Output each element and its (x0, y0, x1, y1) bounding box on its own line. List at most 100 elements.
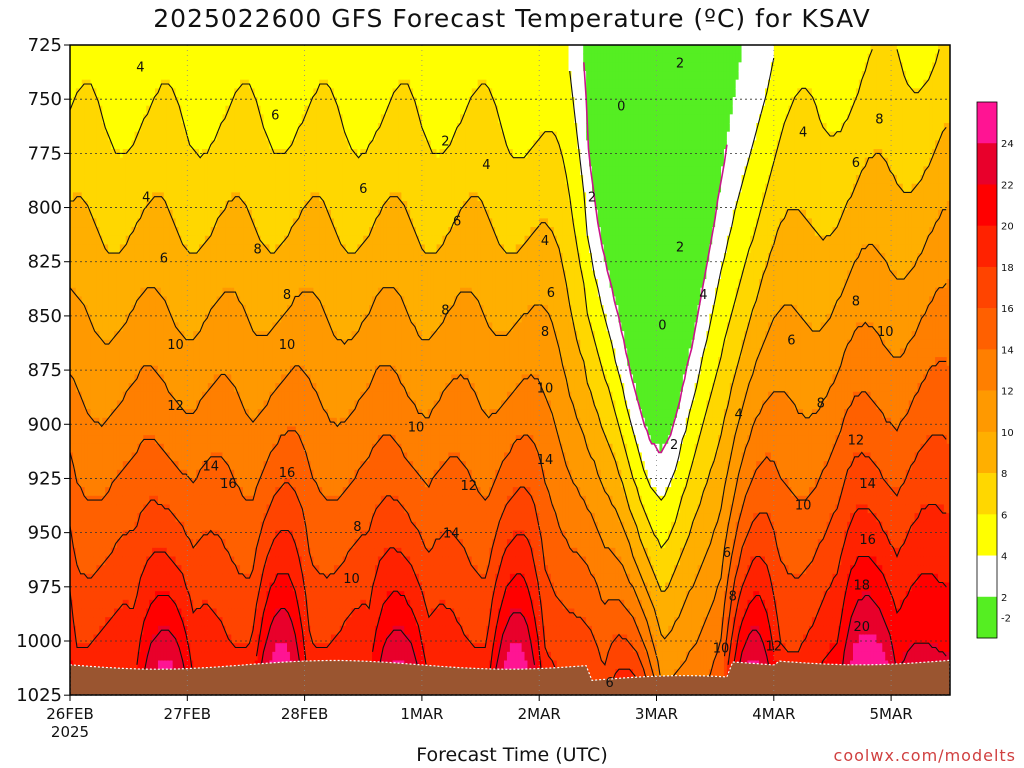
field-cell (93, 643, 97, 653)
field-cell (93, 157, 97, 167)
field-cell (99, 426, 103, 436)
field-cell (116, 253, 121, 263)
field-cell (137, 313, 141, 324)
field-cell (99, 461, 103, 471)
field-cell (81, 634, 86, 644)
field-cell (81, 513, 86, 523)
field-cell (102, 443, 106, 454)
field-cell (113, 374, 118, 384)
field-cell (72, 469, 77, 480)
field-cell (113, 62, 118, 72)
field-cell (116, 504, 121, 514)
field-cell (116, 374, 121, 384)
field-cell (105, 452, 109, 462)
field-cell (93, 201, 97, 211)
field-cell (105, 71, 109, 81)
field-cell (149, 253, 153, 263)
field-cell (72, 461, 77, 471)
field-cell (131, 582, 136, 592)
field-cell (99, 305, 103, 315)
field-cell (122, 348, 127, 358)
field-cell (116, 643, 121, 653)
field-cell (72, 417, 77, 428)
field-cell (122, 521, 127, 532)
field-cell (116, 140, 121, 150)
field-cell (134, 114, 139, 124)
field-cell (99, 487, 103, 497)
field-cell (146, 53, 150, 63)
field-cell (102, 287, 106, 297)
field-cell (122, 660, 127, 670)
field-cell (84, 530, 89, 540)
field-cell (140, 244, 144, 254)
field-cell (113, 313, 118, 324)
field-cell (143, 513, 147, 523)
field-cell (140, 123, 144, 133)
field-cell (70, 201, 74, 211)
field-cell (143, 383, 147, 393)
field-cell (137, 218, 141, 228)
field-cell (87, 339, 92, 350)
field-cell (87, 331, 92, 341)
field-cell (90, 218, 95, 228)
field-cell (149, 140, 153, 150)
field-cell (113, 287, 118, 297)
field-cell (70, 322, 74, 332)
field-cell (137, 556, 141, 566)
field-cell (143, 331, 147, 341)
field-cell (87, 123, 92, 133)
field-cell (90, 443, 95, 454)
field-cell (105, 261, 109, 271)
field-cell (111, 114, 115, 124)
field-cell (119, 62, 124, 72)
field-cell (78, 634, 83, 644)
field-cell (146, 261, 150, 271)
field-cell (87, 322, 92, 332)
field-cell (108, 322, 112, 332)
field-cell (113, 157, 118, 167)
field-cell (149, 131, 153, 141)
field-cell (99, 391, 103, 402)
field-cell (81, 625, 86, 636)
field-cell (131, 599, 136, 610)
field-cell (72, 322, 77, 332)
field-cell (90, 417, 95, 428)
field-cell (87, 547, 92, 558)
field-cell (146, 374, 150, 384)
field-cell (70, 513, 74, 523)
field-cell (84, 391, 89, 402)
field-cell (108, 244, 112, 254)
field-cell (70, 625, 74, 636)
field-cell (146, 513, 150, 523)
field-cell (102, 157, 106, 167)
field-cell (70, 270, 74, 280)
field-cell (84, 556, 89, 566)
field-cell (143, 452, 147, 462)
field-cell (78, 305, 83, 315)
field-cell (131, 53, 136, 63)
field-cell (99, 235, 103, 245)
field-cell (131, 469, 136, 480)
field-cell (125, 339, 130, 350)
field-cell (70, 539, 74, 549)
field-cell (96, 313, 100, 324)
field-cell (93, 634, 97, 644)
field-cell (102, 426, 106, 436)
field-cell (78, 270, 83, 280)
field-cell (140, 357, 144, 367)
field-cell (122, 539, 127, 549)
field-cell (81, 45, 86, 55)
field-cell (125, 478, 130, 488)
field-cell (128, 608, 133, 618)
field-cell (119, 339, 124, 350)
field-cell (113, 469, 118, 480)
field-cell (113, 426, 118, 436)
field-cell (149, 374, 153, 384)
field-cell (128, 495, 133, 506)
field-cell (84, 409, 89, 419)
field-cell (78, 547, 83, 558)
field-cell (108, 296, 112, 306)
field-cell (111, 261, 115, 271)
field-cell (137, 365, 141, 376)
field-cell (87, 409, 92, 419)
